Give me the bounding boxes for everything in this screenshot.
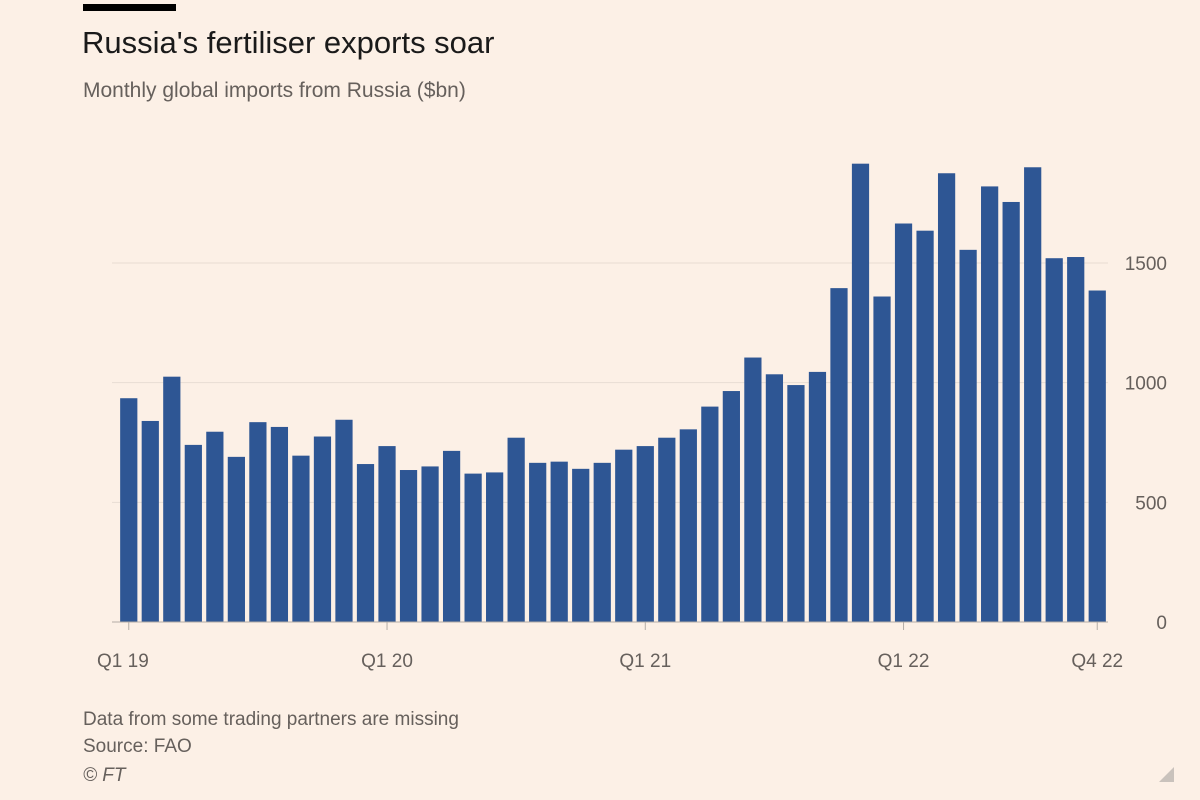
bar <box>894 223 913 622</box>
bar <box>507 437 525 622</box>
bar <box>701 406 719 622</box>
bar <box>1067 257 1085 622</box>
bar <box>658 437 676 622</box>
bar <box>206 431 224 622</box>
bar <box>292 455 310 622</box>
x-tick-label: Q4 22 <box>1071 651 1123 672</box>
bar <box>1024 167 1042 622</box>
bar <box>787 385 805 622</box>
bar <box>249 422 267 622</box>
bar <box>937 173 956 622</box>
bar <box>184 444 202 622</box>
bar <box>120 398 138 622</box>
x-tick-label: Q1 21 <box>619 651 671 672</box>
y-tick-label: 500 <box>1135 493 1167 514</box>
bar <box>765 374 784 622</box>
bar <box>851 163 870 622</box>
chart-title: Russia's fertiliser exports soar <box>82 25 495 60</box>
bar <box>916 230 934 622</box>
bar <box>722 391 740 622</box>
bar <box>421 466 439 622</box>
x-tick-label: Q1 22 <box>878 651 930 672</box>
y-tick-label: 0 <box>1156 613 1167 634</box>
bar <box>141 420 159 622</box>
bar <box>356 464 375 622</box>
bar <box>335 419 353 622</box>
bar <box>399 470 418 622</box>
y-tick-label: 1000 <box>1125 374 1167 395</box>
bar <box>227 456 245 622</box>
bar <box>550 461 568 622</box>
bar <box>873 296 891 622</box>
resize-grip-icon[interactable] <box>1159 767 1174 782</box>
bar <box>636 446 654 622</box>
x-tick-label: Q1 19 <box>97 651 149 672</box>
bar <box>313 436 332 622</box>
bar <box>981 186 999 622</box>
chart-subtitle: Monthly global imports from Russia ($bn) <box>83 79 466 102</box>
copyright: © FT <box>83 765 126 786</box>
bar <box>464 473 482 622</box>
bar <box>378 446 396 622</box>
bar <box>959 249 977 622</box>
bar <box>744 357 762 622</box>
bar <box>593 462 611 622</box>
bar <box>572 468 590 622</box>
bar <box>442 450 461 622</box>
bar <box>615 449 633 622</box>
bar <box>1045 258 1063 622</box>
y-tick-label: 1500 <box>1125 254 1167 275</box>
source-note: Source: FAO <box>83 736 192 757</box>
top-rule <box>83 4 176 11</box>
bar <box>270 426 289 622</box>
bar <box>679 429 697 622</box>
bar <box>808 371 827 622</box>
x-tick-label: Q1 20 <box>361 651 413 672</box>
footnote: Data from some trading partners are miss… <box>83 709 459 730</box>
bar <box>1088 290 1106 622</box>
bar <box>163 376 181 622</box>
bar <box>529 462 547 622</box>
bar <box>486 472 504 622</box>
bar <box>830 288 848 622</box>
bar <box>1002 201 1020 622</box>
